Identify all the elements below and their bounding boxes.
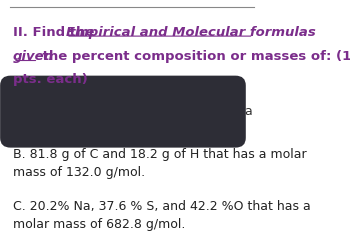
- Text: a: a: [244, 104, 252, 118]
- Text: B. 81.8 g of C and 18.2 g of H that has a molar
mass of 132.0 g/mol.: B. 81.8 g of C and 18.2 g of H that has …: [13, 148, 307, 179]
- Text: II. Find the: II. Find the: [13, 26, 99, 39]
- FancyBboxPatch shape: [0, 76, 246, 148]
- Text: the percent composition or masses of: (10: the percent composition or masses of: (1…: [38, 50, 350, 63]
- Text: given: given: [13, 50, 54, 63]
- Text: pts. each): pts. each): [13, 73, 88, 86]
- Text: C. 20.2% Na, 37.6 % S, and 42.2 %O that has a
molar mass of 682.8 g/mol.: C. 20.2% Na, 37.6 % S, and 42.2 %O that …: [13, 200, 311, 231]
- Text: Empirical and Molecular formulas: Empirical and Molecular formulas: [66, 26, 316, 39]
